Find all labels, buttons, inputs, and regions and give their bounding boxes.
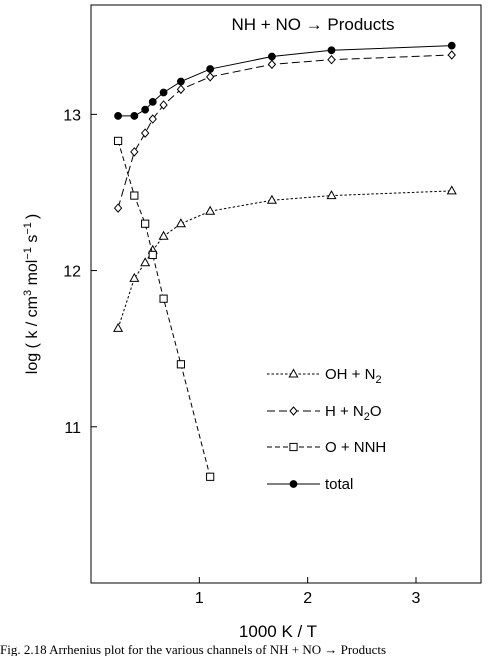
series-line [117, 140, 211, 477]
data-point [447, 50, 456, 60]
data-point [113, 203, 123, 213]
data-point [113, 322, 124, 332]
legend-item-1: H + N2O [267, 403, 382, 423]
legend-label-main: total [325, 476, 353, 493]
series-line [118, 45, 452, 117]
x-tick-label: 3 [412, 590, 421, 607]
data-point [159, 88, 168, 97]
data-point [158, 230, 169, 240]
data-point [175, 218, 186, 228]
data-point [176, 360, 186, 369]
data-point [130, 191, 139, 200]
y-label-mid2: s [24, 235, 41, 247]
y-label-suffix: ) [24, 214, 41, 219]
legend-label-main: O + NNH [325, 439, 386, 456]
series-layer [113, 41, 457, 481]
data-point [327, 54, 336, 65]
data-point [267, 59, 277, 70]
data-point [447, 41, 456, 50]
y-tick-label: 11 [64, 420, 81, 437]
legend-marker [289, 442, 298, 452]
x-tick-label: 1 [195, 590, 204, 607]
x-axis-label: 1000 K / T [239, 622, 317, 641]
data-point [206, 472, 215, 481]
legend-label: total [325, 476, 353, 493]
y-tick-label: 13 [63, 107, 81, 124]
legend-label-tail: O [370, 403, 382, 420]
data-point [268, 52, 276, 61]
data-point [130, 147, 139, 157]
data-point [206, 65, 215, 73]
y-label-mid: mol [24, 260, 41, 290]
legend-item-3: total [267, 476, 353, 493]
legend-marker [289, 406, 298, 416]
legend-label: O + NNH [325, 439, 386, 456]
data-point [141, 105, 150, 114]
data-point [141, 219, 150, 228]
data-point [266, 194, 277, 204]
legend-label-main: OH + N [325, 366, 375, 383]
data-point [177, 77, 185, 86]
legend-label: OH + N2 [325, 366, 382, 386]
data-point [114, 112, 122, 120]
legend-marker [288, 368, 299, 378]
data-point [327, 46, 336, 55]
data-point [205, 205, 216, 215]
data-point [130, 112, 139, 120]
data-point [148, 250, 157, 260]
y-label-exp2: −1 [22, 247, 34, 260]
y-label-exp3: −1 [22, 222, 34, 235]
series-line [117, 54, 452, 209]
series-3 [114, 41, 456, 120]
data-point [206, 72, 215, 82]
series-line [117, 190, 452, 329]
plot-frame [90, 4, 482, 584]
x-tick-label: 2 [303, 590, 312, 607]
data-point [446, 185, 457, 195]
data-point [148, 114, 157, 124]
legend-item-0: OH + N2 [267, 366, 382, 386]
series-1 [113, 50, 456, 213]
figure-caption: Fig. 2.18 Arrhenius plot for the various… [0, 644, 387, 656]
data-point [326, 190, 337, 200]
data-point [140, 257, 151, 267]
legend-marker [289, 480, 298, 488]
series-2 [113, 136, 215, 481]
legend-item-2: O + NNH [267, 439, 386, 456]
data-point [148, 97, 157, 106]
y-tick-label: 12 [63, 264, 81, 281]
legend-label-main: H + N [325, 403, 364, 420]
legend-label-sub: 2 [375, 374, 381, 386]
data-point [129, 272, 140, 282]
legend-label-sub: 2 [364, 411, 370, 423]
data-point [176, 84, 186, 95]
data-point [141, 128, 150, 138]
series-0 [113, 185, 457, 332]
chart-title: NH + NO → Products [232, 15, 395, 34]
data-point [159, 100, 168, 110]
data-point [159, 294, 168, 303]
y-label-exp1: 3 [22, 290, 34, 296]
data-point [113, 136, 123, 146]
y-axis-label: log ( k / cm3 mol−1 s−1) [22, 214, 41, 374]
legend-label: H + N2O [325, 403, 382, 423]
y-label-prefix: log ( k / cm [24, 296, 41, 374]
